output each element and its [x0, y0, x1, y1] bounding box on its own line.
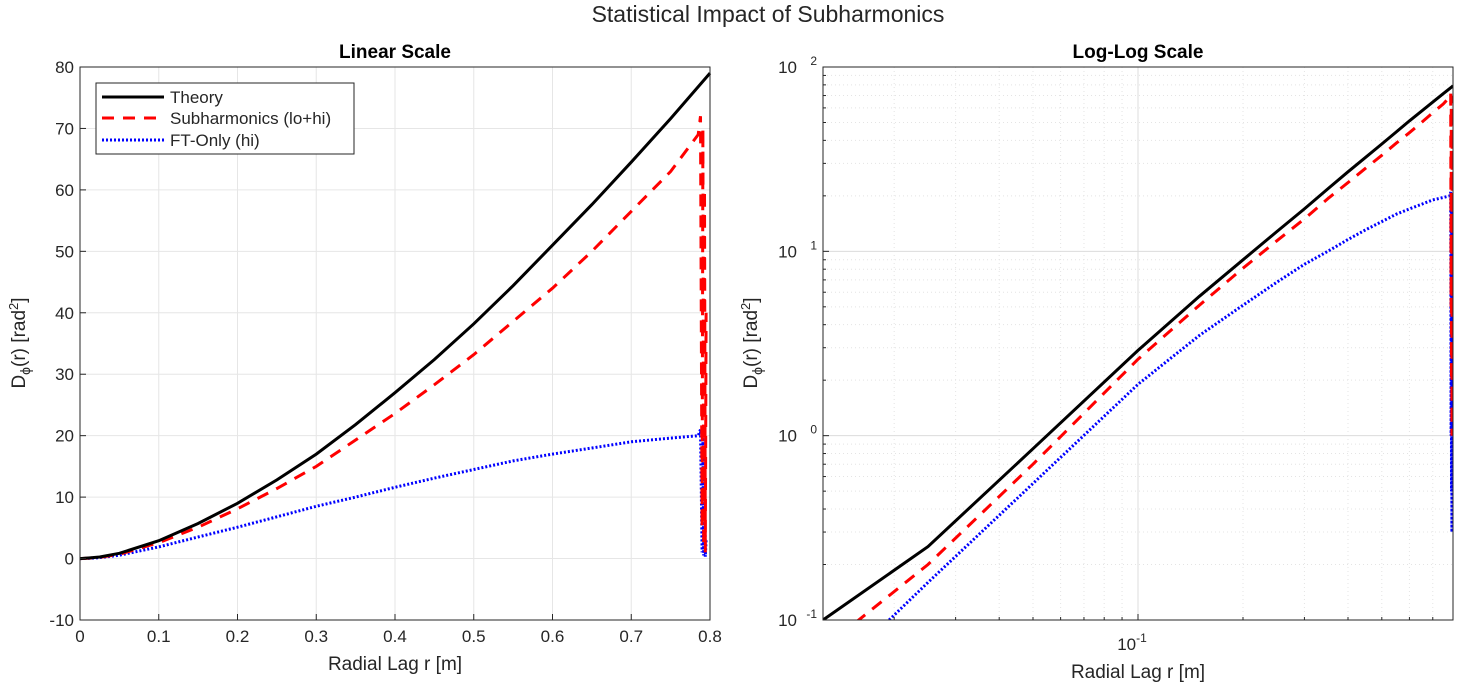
linear-axes: 0 0.1 0.2 0.3 0.4 0.5 0.6 0.7 0.8-10010203040506… — [6, 42, 722, 675]
x-tick-label: 0.7 — [619, 627, 643, 646]
y-tick-label: 40 — [55, 304, 74, 323]
y-tick-label: 10 — [778, 427, 797, 446]
y-tick-label: 60 — [55, 181, 74, 200]
y-tick-label: 80 — [55, 58, 74, 77]
x-tick-label: 0.2 — [226, 627, 250, 646]
y-tick-label: 10 — [55, 488, 74, 507]
loglog-series-group — [823, 84, 1453, 620]
y-tick-label: 10 — [778, 242, 797, 261]
loglog-xlabel: Radial Lag r [m] — [1071, 662, 1205, 683]
y-tick-label: 10 — [778, 611, 797, 630]
y-tick-exponent: 1 — [810, 238, 817, 252]
x-tick-label: 0.8 — [698, 627, 722, 646]
linear-ylabel: Dϕ(r) [rad2] — [6, 297, 33, 388]
y-tick-label: 10 — [778, 58, 797, 77]
y-tick-label: 50 — [55, 242, 74, 261]
x-tick-label: 0.5 — [462, 627, 486, 646]
linear-title: Linear Scale — [339, 42, 451, 63]
linear-series-ft-only-hi- — [79, 428, 708, 561]
loglog-plot-area — [823, 84, 1453, 620]
x-tick-label: 0.6 — [541, 627, 565, 646]
linear-ticks: 0 0.1 0.2 0.3 0.4 0.5 0.6 0.7 0.8-10010203040506… — [49, 58, 721, 646]
y-tick-label: 70 — [55, 119, 74, 138]
x-tick-label: 0 — [75, 627, 84, 646]
figure-suptitle: Statistical Impact of Subharmonics — [592, 1, 945, 27]
linear-xlabel: Radial Lag r [m] — [328, 654, 462, 675]
legend-label-subharmonics: Subharmonics (lo+hi) — [170, 109, 331, 128]
y-tick-label: -10 — [49, 611, 74, 630]
y-tick-exponent: 0 — [810, 423, 817, 437]
loglog-title: Log-Log Scale — [1073, 42, 1204, 63]
y-tick-label: 30 — [55, 365, 74, 384]
x-tick-label: 0.4 — [383, 627, 407, 646]
x-tick-label: 0.3 — [304, 627, 328, 646]
y-tick-label: 20 — [55, 427, 74, 446]
loglog-ylabel: Dϕ(r) [rad2] — [738, 297, 765, 388]
linear-plot-area — [79, 72, 712, 561]
legend-label-theory: Theory — [170, 88, 223, 107]
y-tick-exponent: 2 — [810, 54, 817, 68]
loglog-grid — [823, 67, 1454, 621]
linear-series-subharmonics-lo-hi- — [79, 116, 708, 561]
loglog-series-theory — [823, 84, 1453, 620]
linear-series-theory — [79, 72, 712, 561]
y-tick-exponent: -1 — [806, 607, 817, 621]
y-tick-label: 0 — [65, 550, 74, 569]
legend-label-ft-only: FT-Only (hi) — [170, 131, 260, 150]
x-tick-label: 0.1 — [147, 627, 171, 646]
x-tick-label: 10-1 — [1117, 631, 1147, 654]
loglog-series-subharmonics-lo-hi- — [856, 93, 1453, 620]
legend: Theory Subharmonics (lo+hi) FT-Only (hi) — [95, 82, 355, 155]
linear-grid — [79, 66, 711, 621]
legend-box — [95, 82, 355, 155]
